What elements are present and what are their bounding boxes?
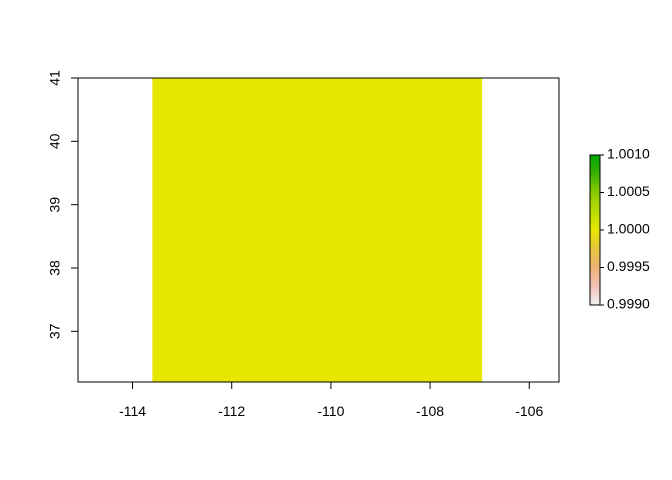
colorbar-legend: 0.9990 0.9995 1.0000 1.0005 1.0010 (589, 146, 650, 312)
y-tick-label: 37 (47, 323, 63, 339)
colorbar-gradient (590, 155, 600, 305)
colorbar-tick-label: 1.0010 (607, 146, 650, 162)
x-tick-label: -110 (317, 403, 344, 419)
colorbar-tick-label: 1.0005 (607, 183, 650, 199)
colorbar-tick-label: 0.9990 (607, 296, 650, 312)
y-tick-label: 40 (47, 133, 63, 149)
raster-cells (152, 78, 483, 382)
x-tick-label: -108 (416, 403, 444, 419)
y-tick-label: 38 (47, 260, 63, 276)
y-tick-label: 39 (47, 197, 63, 213)
colorbar-tick-label: 0.9995 (607, 258, 650, 274)
x-tick-label: -114 (119, 403, 146, 419)
colorbar-tick-label: 1.0000 (607, 221, 650, 237)
y-axis: 37 38 39 40 41 (47, 70, 79, 339)
y-tick-label: 41 (47, 70, 63, 86)
x-axis: -114 -112 -110 -108 -106 (119, 381, 543, 419)
raster-cell (152, 78, 483, 382)
x-tick-label: -112 (218, 403, 245, 419)
x-tick-label: -106 (515, 403, 543, 419)
